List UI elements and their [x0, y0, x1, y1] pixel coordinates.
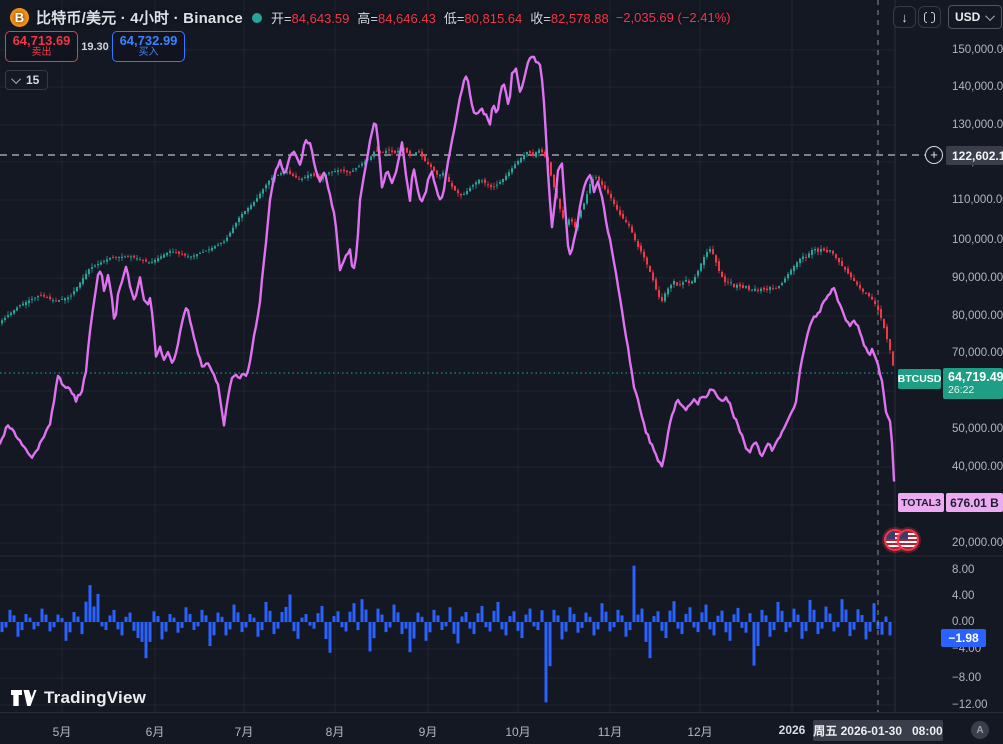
- ohlc-item: 开=84,643.59: [270, 11, 350, 26]
- time-tick: 11月: [597, 725, 623, 739]
- change-value: −2,035.69 (−2.41%): [615, 10, 731, 25]
- indicator-tick: 8.00: [952, 564, 975, 576]
- account-badge[interactable]: A: [971, 721, 989, 739]
- ohlc-item: 高=84,646.43: [357, 11, 436, 26]
- time-tick: 12月: [687, 725, 713, 739]
- down-arrow-icon: ↓: [901, 9, 908, 25]
- spread-value: 19.30: [81, 41, 109, 53]
- currency-selector[interactable]: USD: [948, 5, 1002, 29]
- crosshair-time: 08:00: [912, 723, 943, 738]
- sell-button[interactable]: 64,713.69 卖出: [5, 31, 78, 62]
- sell-price: 64,713.69: [12, 33, 71, 49]
- alert-plus-icon[interactable]: +: [925, 146, 943, 164]
- indicator-tick: 4.00: [952, 590, 975, 602]
- time-axis[interactable]: 周五 2026-01-30 08:00 5月 6月 7月 8月 9月 10月 11月 12月 2…: [0, 712, 1003, 744]
- download-button[interactable]: ↓: [893, 6, 916, 28]
- fullscreen-icon: [924, 10, 935, 24]
- sell-label: 卖出: [31, 47, 52, 59]
- us-flag-icon: [899, 531, 917, 549]
- time-tick: 6月: [145, 725, 165, 739]
- fullscreen-button[interactable]: [918, 6, 941, 28]
- symbol-title[interactable]: 比特币/美元 · 4小时 · Binance: [36, 10, 243, 27]
- time-tick: 10月: [505, 725, 531, 739]
- symbol-name-label: BTCUSD: [898, 369, 941, 389]
- last-price-label: 64,719.49 26:22: [943, 368, 1003, 399]
- economic-events-badge[interactable]: [886, 531, 920, 551]
- time-tick: 9月: [418, 725, 438, 739]
- interval-value: 15: [26, 73, 40, 87]
- price-tick: 100,000.00: [952, 234, 1003, 246]
- time-tick: 7月: [234, 725, 254, 739]
- time-tick: 8月: [325, 725, 345, 739]
- last-price: 64,719.49: [948, 370, 1003, 384]
- market-status-icon[interactable]: [251, 12, 262, 23]
- chevron-down-icon: [11, 73, 22, 84]
- price-tick: 70,000.00: [952, 347, 1003, 359]
- alert-price-label[interactable]: 122,602.10: [946, 146, 1003, 165]
- time-tick: 2026: [778, 723, 806, 737]
- price-tick: 130,000.00: [952, 119, 1003, 131]
- bar-countdown: 26:22: [948, 384, 975, 397]
- symbol-header: B 比特币/美元 · 4小时 · Binance 开=84,643.59 高=84…: [10, 7, 731, 28]
- currency-label: USD: [955, 10, 981, 24]
- price-tick: 110,000.00: [952, 194, 1003, 206]
- bitcoin-icon: B: [10, 8, 29, 27]
- buy-button[interactable]: 64,732.99 买入: [112, 31, 185, 62]
- price-tick: 20,000.00: [952, 537, 1003, 549]
- ohlc-item: 低=80,815.64: [443, 11, 523, 26]
- indicator-tick: −12.00: [952, 699, 988, 711]
- price-tick: 80,000.00: [952, 310, 1003, 322]
- indicator-tick: 0.00: [952, 616, 975, 628]
- overlay-symbol-label: TOTAL3: [898, 493, 944, 512]
- tradingview-logo-text: TradingView: [44, 688, 147, 707]
- crosshair-date: 周五 2026-01-30: [813, 724, 902, 738]
- ohlc-item: 收=82,578.88: [530, 11, 609, 26]
- indicator-tick: −8.00: [952, 672, 982, 684]
- overlay-value-label: 676.01 B: [946, 493, 1003, 512]
- price-tick: 140,000.00: [952, 81, 1003, 93]
- price-tick: 50,000.00: [952, 423, 1003, 435]
- indicator-last-value-label: −1.98: [941, 629, 986, 647]
- chevron-down-icon: [985, 10, 996, 21]
- time-tick: 5月: [52, 725, 72, 739]
- price-tick: 90,000.00: [952, 272, 1003, 284]
- ohlc-legend: 开=84,643.59 高=84,646.43 低=80,815.64 收=82,57…: [271, 8, 609, 27]
- tradingview-logo[interactable]: TradingView: [10, 688, 146, 708]
- crosshair-time-label: 周五 2026-01-30 08:00: [813, 720, 943, 741]
- price-tick: 40,000.00: [952, 461, 1003, 473]
- tradingview-logo-icon: [11, 690, 37, 706]
- buy-label: 买入: [138, 47, 159, 59]
- buy-price: 64,732.99: [119, 33, 178, 49]
- price-tick: 150,000.00: [952, 44, 1003, 56]
- interval-chip[interactable]: 15: [5, 70, 49, 90]
